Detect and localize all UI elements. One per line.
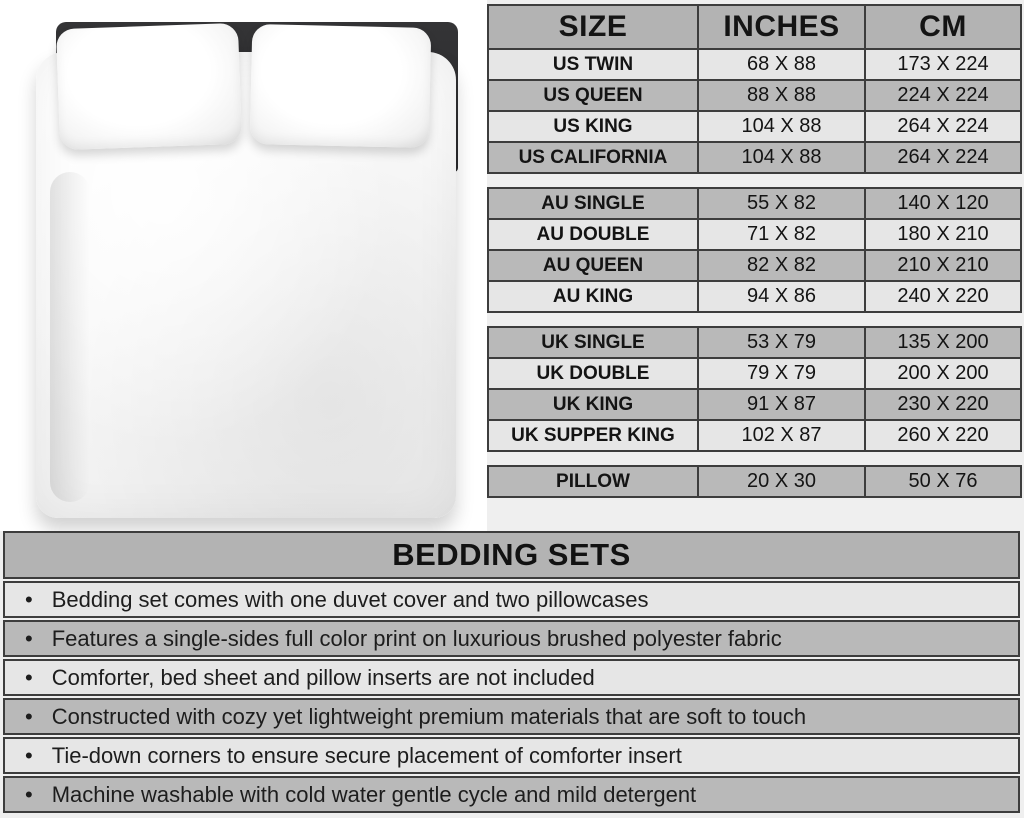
table-row: AU SINGLE 55 X 82 140 X 120 [487, 187, 1022, 220]
list-item: • Machine washable with cold water gentl… [3, 776, 1020, 813]
inches-cell: 91 X 87 [697, 388, 866, 421]
table-row: AU KING 94 X 86 240 X 220 [487, 280, 1022, 313]
list-item: • Tie-down corners to ensure secure plac… [3, 737, 1020, 774]
size-cell: US CALIFORNIA [487, 141, 699, 174]
bullet-text: Comforter, bed sheet and pillow inserts … [51, 664, 595, 690]
bullet-dot: • [25, 625, 33, 651]
table-row: AU QUEEN 82 X 82 210 X 210 [487, 249, 1022, 282]
inches-cell: 104 X 88 [697, 110, 866, 143]
inches-cell: 94 X 86 [697, 280, 866, 313]
bullet-text: Features a single-sides full color print… [51, 625, 782, 651]
size-cell: US QUEEN [487, 79, 699, 112]
table-row: AU DOUBLE 71 X 82 180 X 210 [487, 218, 1022, 251]
list-item: • Bedding set comes with one duvet cover… [3, 581, 1020, 618]
table-row: PILLOW 20 X 30 50 X 76 [487, 465, 1022, 498]
cm-cell: 140 X 120 [864, 187, 1022, 220]
list-item: • Comforter, bed sheet and pillow insert… [3, 659, 1020, 696]
inches-cell: 104 X 88 [697, 141, 866, 174]
inches-cell: 68 X 88 [697, 48, 866, 81]
size-cell: AU DOUBLE [487, 218, 699, 251]
size-cell: UK KING [487, 388, 699, 421]
inches-cell: 82 X 82 [697, 249, 866, 282]
table-row: UK KING 91 X 87 230 X 220 [487, 388, 1022, 421]
bedding-sets-section: BEDDING SETS • Bedding set comes with on… [3, 531, 1020, 813]
bullet-text: Tie-down corners to ensure secure placem… [51, 742, 682, 768]
cm-cell: 224 X 224 [864, 79, 1022, 112]
cm-cell: 135 X 200 [864, 326, 1022, 359]
table-row: US KING 104 X 88 264 X 224 [487, 110, 1022, 143]
list-item: • Features a single-sides full color pri… [3, 620, 1020, 657]
cm-cell: 180 X 210 [864, 218, 1022, 251]
table-row: UK SUPPER KING 102 X 87 260 X 220 [487, 419, 1022, 452]
size-cell: PILLOW [487, 465, 699, 498]
cm-cell: 230 X 220 [864, 388, 1022, 421]
table-row: UK DOUBLE 79 X 79 200 X 200 [487, 357, 1022, 390]
bullet-text: Bedding set comes with one duvet cover a… [51, 586, 649, 612]
cm-cell: 173 X 224 [864, 48, 1022, 81]
list-item: • Constructed with cozy yet lightweight … [3, 698, 1020, 735]
cm-cell: 210 X 210 [864, 249, 1022, 282]
size-cell: AU SINGLE [487, 187, 699, 220]
size-table-au: AU SINGLE 55 X 82 140 X 120 AU DOUBLE 71… [487, 187, 1022, 313]
cm-cell: 260 X 220 [864, 419, 1022, 452]
bullet-dot: • [25, 664, 33, 690]
size-table-pillow: PILLOW 20 X 30 50 X 76 [487, 465, 1022, 498]
size-cell: US KING [487, 110, 699, 143]
bullet-dot: • [25, 586, 33, 612]
size-table-us: SIZE INCHES CM US TWIN 68 X 88 173 X 224… [487, 4, 1022, 174]
inches-cell: 79 X 79 [697, 357, 866, 390]
table-row: US TWIN 68 X 88 173 X 224 [487, 48, 1022, 81]
cm-cell: 264 X 224 [864, 110, 1022, 143]
cm-cell: 200 X 200 [864, 357, 1022, 390]
column-header-cm: CM [864, 4, 1022, 50]
inches-cell: 20 X 30 [697, 465, 866, 498]
column-header-inches: INCHES [697, 4, 866, 50]
duvet-fold-shading [50, 172, 90, 502]
inches-cell: 88 X 88 [697, 79, 866, 112]
size-table-uk: UK SINGLE 53 X 79 135 X 200 UK DOUBLE 79… [487, 326, 1022, 452]
pillow-left [55, 22, 243, 151]
size-cell: UK SUPPER KING [487, 419, 699, 452]
cm-cell: 240 X 220 [864, 280, 1022, 313]
bullet-dot: • [25, 703, 33, 729]
inches-cell: 53 X 79 [697, 326, 866, 359]
table-row: UK SINGLE 53 X 79 135 X 200 [487, 326, 1022, 359]
bullet-text: Machine washable with cold water gentle … [51, 781, 697, 807]
size-table-header-row: SIZE INCHES CM [487, 4, 1022, 50]
pillow-right [249, 23, 432, 149]
table-row: US QUEEN 88 X 88 224 X 224 [487, 79, 1022, 112]
table-row: US CALIFORNIA 104 X 88 264 X 224 [487, 141, 1022, 174]
column-header-size: SIZE [487, 4, 699, 50]
cm-cell: 50 X 76 [864, 465, 1022, 498]
bullet-dot: • [25, 742, 33, 768]
section-title: BEDDING SETS [3, 531, 1020, 579]
size-chart: SIZE INCHES CM US TWIN 68 X 88 173 X 224… [487, 4, 1022, 511]
size-cell: AU KING [487, 280, 699, 313]
inches-cell: 71 X 82 [697, 218, 866, 251]
inches-cell: 55 X 82 [697, 187, 866, 220]
bullet-text: Constructed with cozy yet lightweight pr… [51, 703, 807, 729]
size-cell: UK SINGLE [487, 326, 699, 359]
size-cell: UK DOUBLE [487, 357, 699, 390]
size-cell: AU QUEEN [487, 249, 699, 282]
inches-cell: 102 X 87 [697, 419, 866, 452]
bullet-dot: • [25, 781, 33, 807]
bed-photo [0, 0, 487, 531]
cm-cell: 264 X 224 [864, 141, 1022, 174]
size-cell: US TWIN [487, 48, 699, 81]
